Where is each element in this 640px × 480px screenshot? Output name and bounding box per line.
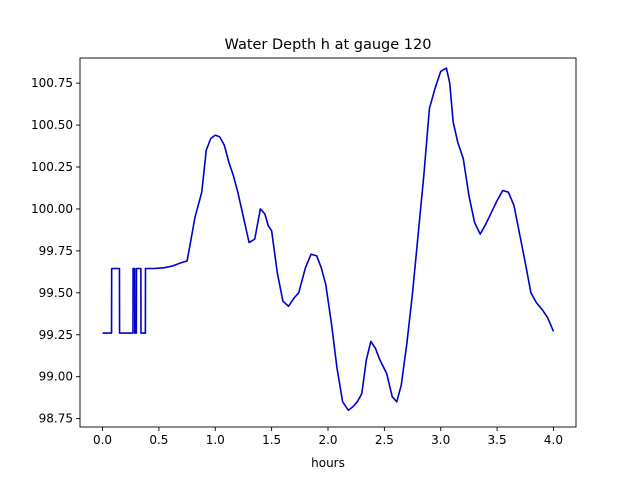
x-tick-label: 1.0 xyxy=(206,433,225,447)
y-tick-label: 100.25 xyxy=(31,160,73,174)
y-tick-label: 100.75 xyxy=(31,76,73,90)
x-tick-label: 3.5 xyxy=(488,433,507,447)
chart-title: Water Depth h at gauge 120 xyxy=(225,37,432,53)
series-line-0 xyxy=(102,67,555,412)
x-tick-label: 2.5 xyxy=(375,433,394,447)
y-tick-label: 99.75 xyxy=(39,244,73,258)
y-tick-label: 98.75 xyxy=(39,412,73,426)
plot-area: 0.0 0.5 1.0 1.5 2.0 2.5 3.0 3.5 4.0 98.75 99.00 99.… xyxy=(31,57,577,447)
y-tick-label: 100.50 xyxy=(31,118,73,132)
y-tick-label: 99.25 xyxy=(39,328,73,342)
x-axis-label: hours xyxy=(311,456,345,470)
y-tick-label: 99.50 xyxy=(39,286,73,300)
y-tick-label: 99.00 xyxy=(39,370,73,384)
x-tick-label: 1.5 xyxy=(262,433,281,447)
x-tick-label: 4.0 xyxy=(544,433,563,447)
y-tick-label: 100.00 xyxy=(31,202,73,216)
x-tick-label: 3.0 xyxy=(431,433,450,447)
x-tick-label: 2.0 xyxy=(318,433,337,447)
x-tick-label: 0.0 xyxy=(93,433,112,447)
x-tick-label: 0.5 xyxy=(149,433,168,447)
